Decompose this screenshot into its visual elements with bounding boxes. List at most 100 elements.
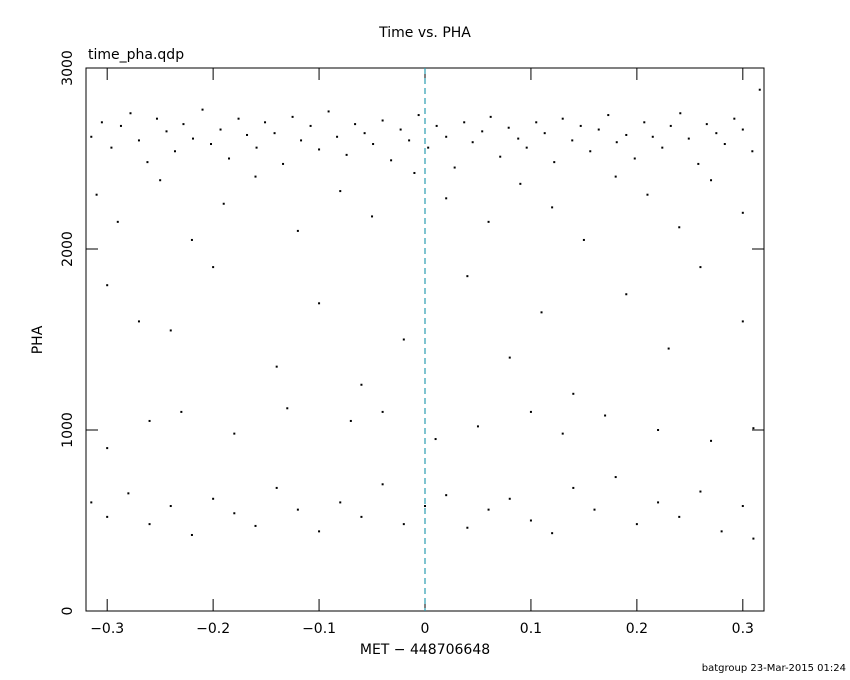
point <box>589 150 592 153</box>
point <box>752 427 755 430</box>
file-name: time_pha.qdp <box>88 47 184 63</box>
footer: batgroup 23-Mar-2015 01:24 <box>702 663 846 674</box>
point <box>363 132 366 135</box>
point <box>212 497 215 500</box>
point <box>553 161 556 164</box>
point <box>296 229 299 232</box>
point <box>349 419 352 422</box>
x-tick-label: −0.2 <box>196 621 230 637</box>
point <box>476 425 479 428</box>
y-tick-label: 1000 <box>60 412 76 448</box>
y-tick-label: 3000 <box>60 50 76 86</box>
point <box>129 112 132 115</box>
point <box>471 141 474 144</box>
point <box>264 121 267 124</box>
point <box>572 392 575 395</box>
point <box>291 115 294 118</box>
point <box>752 537 755 540</box>
point <box>508 356 511 359</box>
x-tick-label: −0.3 <box>90 621 124 637</box>
point <box>517 137 520 140</box>
point <box>489 115 492 118</box>
point <box>723 143 726 146</box>
point <box>699 490 702 493</box>
chart-title: Time vs. PHA <box>378 25 471 41</box>
point <box>286 407 289 410</box>
point <box>165 130 168 133</box>
point <box>127 492 130 495</box>
point <box>481 130 484 133</box>
point <box>741 320 744 323</box>
point <box>237 117 240 120</box>
point <box>614 175 617 178</box>
point <box>180 410 183 413</box>
point <box>579 124 582 127</box>
point <box>657 501 660 504</box>
point <box>705 123 708 126</box>
point <box>137 320 140 323</box>
x-tick-label: 0.2 <box>626 621 648 637</box>
point <box>625 133 628 136</box>
point <box>571 139 574 142</box>
point <box>95 193 98 196</box>
point <box>679 112 682 115</box>
point <box>678 226 681 229</box>
point <box>593 508 596 511</box>
point <box>246 133 249 136</box>
point <box>582 238 585 241</box>
point <box>687 137 690 140</box>
point <box>487 220 490 223</box>
y-axis-label: PHA <box>30 325 46 354</box>
point <box>318 530 321 533</box>
point <box>219 128 222 131</box>
point <box>529 519 532 522</box>
point <box>300 139 303 142</box>
point <box>191 137 194 140</box>
point <box>741 128 744 131</box>
point <box>540 311 543 314</box>
point <box>445 494 448 497</box>
point <box>424 505 426 508</box>
point <box>360 515 363 518</box>
point <box>255 146 258 149</box>
point <box>210 143 213 146</box>
point <box>525 146 528 149</box>
point <box>697 162 700 165</box>
point <box>275 365 278 368</box>
point <box>372 143 375 146</box>
point <box>309 124 312 127</box>
point <box>190 238 193 241</box>
point <box>169 329 172 332</box>
point <box>254 524 257 527</box>
x-tick-label: 0.3 <box>732 621 754 637</box>
point <box>733 117 736 120</box>
point <box>116 220 119 223</box>
x-tick-label: 0.1 <box>520 621 542 637</box>
point <box>327 110 330 113</box>
point <box>146 161 149 164</box>
point <box>282 162 285 165</box>
point <box>561 117 564 120</box>
point <box>90 501 93 504</box>
point <box>318 148 321 151</box>
point <box>667 347 670 350</box>
point <box>417 114 420 117</box>
point <box>222 202 225 205</box>
point <box>657 429 660 431</box>
point <box>273 132 276 135</box>
point <box>233 512 236 515</box>
point <box>427 146 430 149</box>
point <box>543 132 546 135</box>
point <box>106 284 109 287</box>
point <box>615 141 618 144</box>
point <box>381 410 384 413</box>
point <box>275 486 278 489</box>
x-tick-label: −0.1 <box>302 621 336 637</box>
point <box>106 515 109 518</box>
point <box>445 197 448 200</box>
point <box>643 121 646 124</box>
point <box>233 432 236 435</box>
point <box>434 438 437 441</box>
point <box>535 121 538 124</box>
point <box>499 155 502 158</box>
